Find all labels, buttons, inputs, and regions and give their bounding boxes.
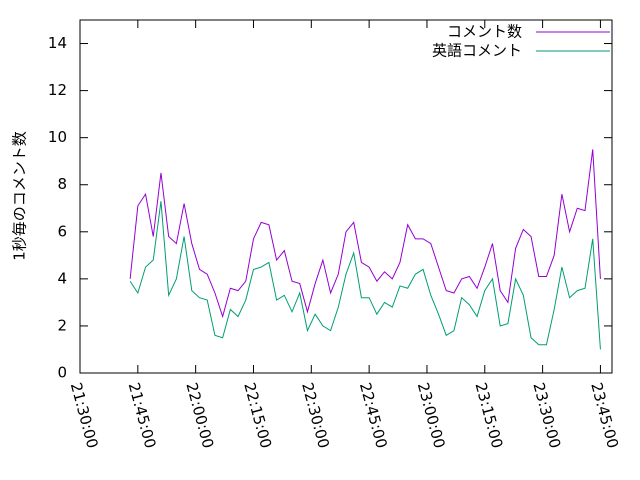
x-tick-label: 21:30:00 [67,381,102,451]
series-line [129,149,601,319]
x-tick-label: 23:00:00 [414,381,449,451]
y-tick-label: 4 [57,269,67,287]
x-tick-label: 23:45:00 [587,381,622,451]
x-tick-label: 23:15:00 [472,381,507,451]
y-tick-label: 12 [48,81,67,99]
x-tick-label: 22:00:00 [182,381,217,451]
series-line [129,201,601,350]
plot-frame [79,19,613,374]
legend-label: 英語コメント [432,42,522,60]
y-tick-label: 0 [57,364,67,382]
legend-label: コメント数 [447,23,522,41]
y-tick-label: 2 [57,316,67,334]
x-tick-label: 22:15:00 [240,381,275,451]
y-axis-label: 1秒毎のコメント数 [11,131,29,261]
y-tick-label: 14 [48,34,67,52]
x-tick-label: 23:30:00 [529,381,564,451]
y-tick-label: 6 [57,222,67,240]
x-tick-label: 21:45:00 [125,381,160,451]
y-tick-label: 10 [48,128,67,146]
x-tick-label: 22:45:00 [356,381,391,451]
x-tick-label: 22:30:00 [298,381,333,451]
y-tick-label: 8 [57,175,67,193]
